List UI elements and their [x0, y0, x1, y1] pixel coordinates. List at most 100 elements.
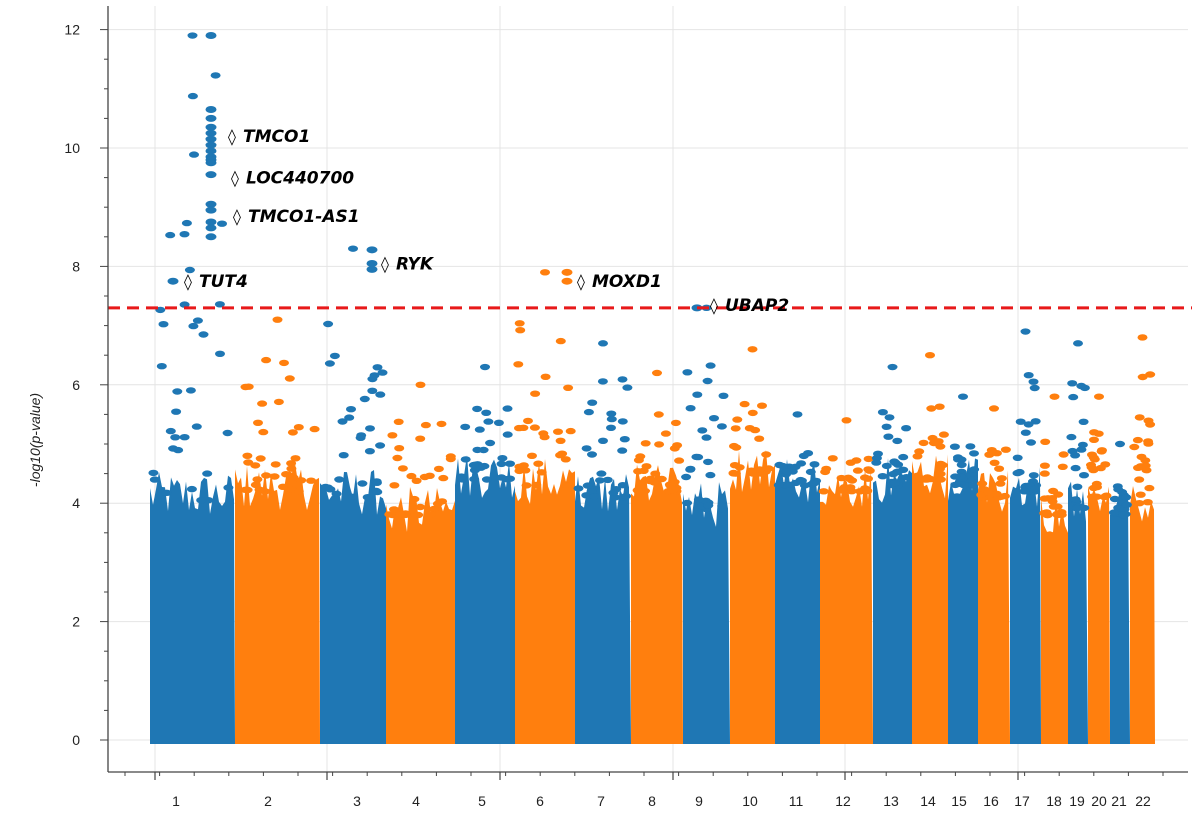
data-point	[827, 455, 838, 462]
data-point	[165, 231, 176, 239]
data-point	[530, 390, 541, 397]
data-point	[468, 461, 479, 469]
data-point	[415, 503, 426, 511]
data-point	[1137, 373, 1148, 381]
data-point	[1089, 436, 1099, 443]
data-point	[406, 472, 417, 480]
data-point	[1067, 380, 1078, 387]
data-point	[365, 425, 375, 432]
peak-point-4	[415, 381, 426, 388]
hit-point	[561, 268, 573, 276]
data-point	[1145, 371, 1156, 378]
data-point	[279, 359, 289, 367]
data-point	[555, 337, 566, 345]
peak-point-12	[841, 417, 852, 424]
annotation-diamond-icon: ◊	[710, 296, 718, 315]
data-point	[888, 470, 899, 478]
data-point	[744, 425, 755, 432]
peak-point-21	[1115, 440, 1125, 448]
data-point	[682, 369, 693, 376]
data-point	[185, 387, 196, 394]
data-point	[270, 461, 281, 468]
data-point	[654, 441, 665, 448]
data-point	[747, 409, 758, 417]
chromosome-band-16	[978, 470, 1010, 744]
data-point	[171, 408, 182, 415]
data-point	[287, 429, 298, 436]
data-point	[389, 506, 399, 513]
data-point	[1096, 448, 1107, 455]
data-point	[617, 482, 628, 489]
data-point	[796, 460, 807, 467]
data-point	[1020, 429, 1031, 436]
data-point	[617, 376, 628, 383]
data-point	[656, 475, 667, 483]
data-point	[456, 473, 467, 480]
data-point	[415, 435, 426, 442]
data-point	[798, 452, 809, 460]
chromosome-band-18	[1041, 496, 1068, 744]
data-point	[395, 511, 406, 518]
data-point	[1089, 429, 1100, 436]
data-point	[529, 424, 540, 431]
data-point	[1023, 421, 1034, 428]
peak-point-3	[348, 245, 358, 252]
data-point	[622, 384, 633, 391]
data-point	[796, 477, 807, 484]
data-point	[1121, 494, 1132, 501]
data-point	[773, 481, 784, 489]
data-point	[372, 488, 383, 496]
data-point	[949, 443, 960, 450]
data-point	[364, 448, 375, 455]
data-point	[705, 362, 716, 369]
data-point	[660, 430, 671, 437]
data-point	[889, 458, 900, 465]
data-point	[837, 487, 848, 494]
data-point	[746, 467, 757, 475]
hit-point	[205, 218, 217, 226]
data-point	[732, 416, 743, 423]
data-point	[702, 377, 713, 385]
data-point	[1056, 511, 1067, 519]
data-point	[682, 499, 693, 507]
data-point	[1067, 447, 1078, 455]
peak-point-14	[925, 352, 935, 359]
hit-point	[205, 106, 217, 114]
chromosome-band-21	[1110, 491, 1130, 744]
data-point	[1071, 505, 1082, 512]
data-point	[681, 473, 692, 481]
data-point	[653, 411, 664, 418]
data-point	[921, 476, 932, 483]
data-point	[505, 460, 515, 467]
chromosome-band-7	[575, 474, 631, 744]
data-point	[1134, 500, 1145, 507]
data-point	[409, 495, 420, 503]
data-point	[877, 409, 888, 416]
data-point	[514, 467, 525, 475]
data-point	[670, 419, 681, 427]
data-point	[210, 72, 221, 79]
data-point	[912, 472, 923, 479]
data-point	[296, 477, 307, 484]
data-point	[784, 481, 795, 488]
data-point	[754, 466, 765, 473]
data-point	[731, 444, 742, 451]
data-point	[953, 456, 963, 463]
data-point	[533, 460, 544, 467]
data-point	[669, 445, 680, 452]
data-point	[754, 435, 765, 442]
data-point	[1028, 378, 1039, 385]
data-point	[242, 452, 253, 459]
data-point	[1145, 421, 1156, 428]
peak-point-16	[989, 405, 999, 412]
data-point	[1140, 462, 1151, 469]
data-point	[377, 369, 388, 376]
hit-point	[366, 259, 378, 267]
data-point	[288, 474, 299, 481]
data-point	[188, 322, 199, 330]
chromosome-band-11	[775, 459, 820, 744]
data-point	[1039, 462, 1050, 469]
chromosome-band-1	[150, 472, 235, 744]
peak-point-20	[1094, 393, 1104, 400]
data-point	[709, 415, 719, 422]
